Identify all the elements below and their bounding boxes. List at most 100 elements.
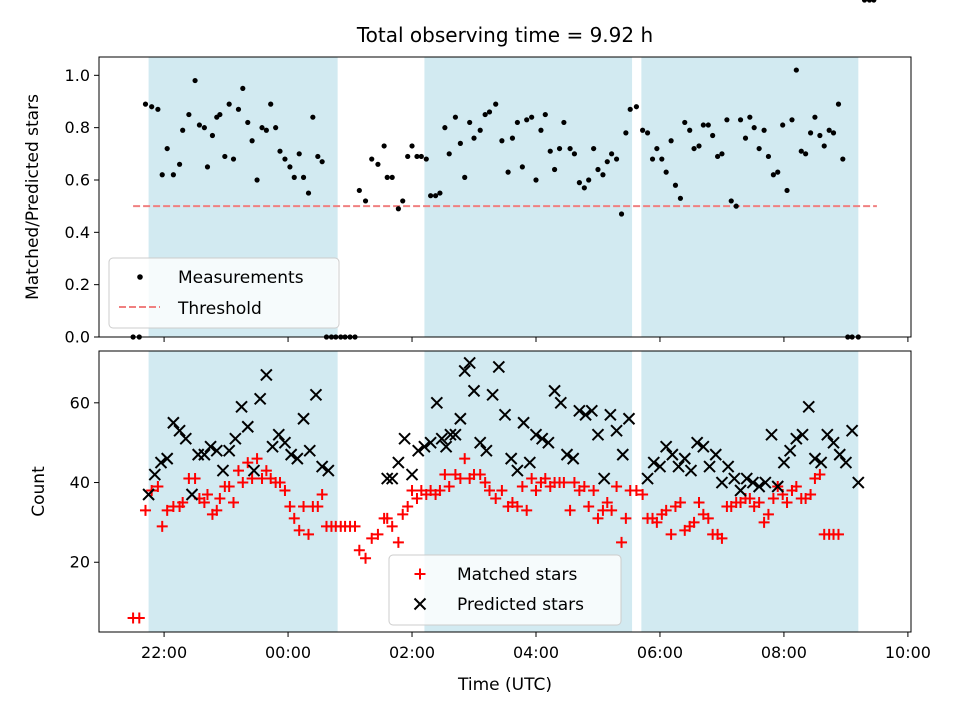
measurement-point [591,145,597,152]
measurement-point [784,187,790,194]
measurement-point [230,156,237,162]
matched-star-point [228,496,240,508]
measurement-point [259,125,265,131]
predicted-star-point [303,444,316,457]
measurement-point [668,138,674,144]
predicted-star-point [160,452,174,465]
predicted-star-point [458,364,471,378]
predicted-star-point [616,448,629,461]
predicted-star-point [697,440,710,453]
measurement-point [789,117,795,123]
measurement-point [277,148,283,154]
measurement-point [770,172,776,178]
measurement-point [687,127,693,133]
measurement-point [600,172,606,178]
predicted-star-point [796,428,809,441]
measurement-point [747,114,753,120]
predicted-star-point [492,360,506,374]
measurement-point [830,130,837,136]
matched-star-point [479,477,491,489]
measurement-point [633,104,640,110]
matched-star-point [521,504,533,516]
matched-star-point [716,532,728,544]
measurement-point [514,119,520,126]
measurement-point [623,130,629,136]
matched-star-point [223,481,235,493]
matched-star-point [303,528,315,540]
predicted-star-point [554,396,567,410]
measurement-point [871,0,877,3]
predicted-star-point [529,428,543,441]
predicted-star-point [444,428,457,441]
measurement-point [586,177,592,183]
predicted-star-point [454,412,467,425]
measurement-point [798,148,804,154]
predicted-star-point [622,412,636,425]
measurement-point [282,156,288,162]
x-tick-label: 08:00 [761,643,807,662]
matched-star-point [392,536,404,548]
measurement-point [524,117,530,123]
matched-star-point [161,504,173,516]
measurement-point [409,143,415,149]
predicted-star-point [309,388,323,402]
measurement-point [499,138,505,144]
predicted-star-point [715,476,729,489]
matched-star-point [279,485,291,497]
measurement-point [672,182,679,188]
measurement-point [226,101,232,107]
matched-star-point [564,504,576,516]
measurement-point [567,145,573,152]
matched-star-point [568,477,580,489]
measurement-point [691,145,697,152]
measurement-point [186,111,192,118]
y-tick-label: 60 [70,393,90,412]
predicted-star-point [322,464,335,477]
measurement-point [291,174,297,180]
measurement-point [737,117,744,123]
measurement-point [254,177,260,183]
predicted-star-point [179,432,192,445]
measurement-point [618,211,625,217]
predicted-star-point [666,448,679,461]
measurement-point [245,119,251,126]
predicted-star-point [659,440,673,453]
predicted-star-point [480,444,493,457]
predicted-star-point [449,428,462,441]
matched-star-point [578,481,590,493]
measurement-point [728,198,734,204]
predicted-star-point [740,472,753,485]
predicted-star-point [852,476,865,489]
matched-star-point [201,488,213,500]
predicted-star-point [647,456,660,469]
top-observing-windows [148,57,859,337]
measurement-point [305,190,312,196]
bottom-ylabel: Count [29,466,49,517]
observing-window-2 [424,57,633,337]
matched-star-point [242,457,254,469]
measurement-point [462,174,468,180]
predicted-star-point [222,444,236,457]
predicted-stars-points [142,356,865,501]
predicted-star-point [142,488,155,501]
matched-star-point [232,465,244,477]
predicted-star-point [463,356,476,370]
predicted-star-point [517,416,530,429]
matched-star-point [284,500,296,512]
bottom-xlabel: Time (UTC) [457,675,552,695]
measurement-point [477,127,483,133]
predicted-star-point [148,468,161,481]
legend-label-predicted: Predicted stars [457,595,584,615]
observing-window-1 [148,351,338,632]
predicted-star-point [253,392,267,406]
measurement-point [807,130,814,136]
predicted-star-point [439,440,453,453]
measurement-point [505,169,511,175]
predicted-star-point [728,472,741,485]
matched-star-point [454,473,466,485]
matched-star-point [583,500,595,512]
predicted-star-point [703,460,716,473]
measurement-point [423,156,429,162]
matched-star-point [558,477,570,489]
matched-star-point [511,500,523,512]
